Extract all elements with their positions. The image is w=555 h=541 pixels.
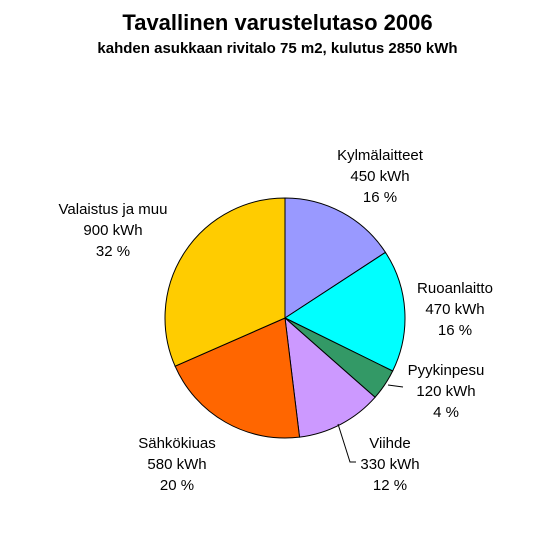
slice-label-percent-viihde: 12 % xyxy=(373,477,407,494)
pie-slice-sahkokiuas xyxy=(174,317,301,439)
chart-subtitle: kahden asukkaan rivitalo 75 m2, kulutus … xyxy=(97,40,458,57)
leader-line-viihde xyxy=(337,423,356,463)
slice-label-name-kylmalaitteet: Kylmälaitteet xyxy=(337,147,424,164)
slice-label-name-sahkokiuas: Sähkökiuas xyxy=(138,435,216,452)
slice-label-value-ruoanlaitto: 470 kWh xyxy=(425,301,484,318)
slice-label-percent-valaistus-ja-muu: 32 % xyxy=(96,243,130,260)
slice-label-value-pyykinpesu: 120 kWh xyxy=(416,383,475,400)
slice-label-value-sahkokiuas: 580 kWh xyxy=(147,456,206,473)
leader-line-pyykinpesu xyxy=(387,384,404,388)
slice-label-percent-pyykinpesu: 4 % xyxy=(433,404,459,421)
slice-label-percent-sahkokiuas: 20 % xyxy=(160,477,194,494)
slice-label-name-valaistus-ja-muu: Valaistus ja muu xyxy=(59,201,168,218)
slice-label-value-viihde: 330 kWh xyxy=(360,456,419,473)
slice-label-percent-kylmalaitteet: 16 % xyxy=(363,189,397,206)
pie-slice-ruoanlaitto xyxy=(283,251,406,372)
slice-label-value-kylmalaitteet: 450 kWh xyxy=(350,168,409,185)
chart-title: Tavallinen varustelutaso 2006 xyxy=(122,10,433,35)
slice-label-name-pyykinpesu: Pyykinpesu xyxy=(408,362,485,379)
slice-label-name-ruoanlaitto: Ruoanlaitto xyxy=(417,280,493,297)
slice-label-value-valaistus-ja-muu: 900 kWh xyxy=(83,222,142,239)
pie-slice-valaistus-ja-muu xyxy=(164,197,286,367)
slice-label-percent-ruoanlaitto: 16 % xyxy=(438,322,472,339)
pie-slice-viihde xyxy=(284,316,376,438)
slice-label-name-viihde: Viihde xyxy=(369,435,410,452)
pie-slice-kylmalaitteet xyxy=(284,197,387,319)
